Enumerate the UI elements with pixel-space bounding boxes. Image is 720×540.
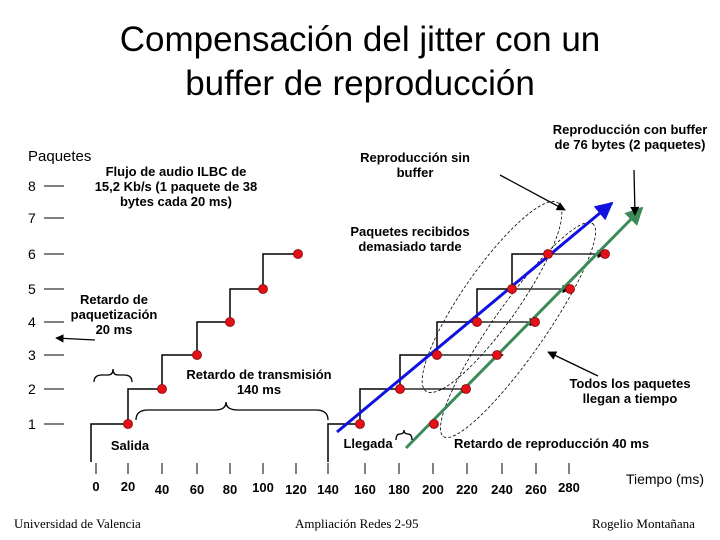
arrival-point bbox=[432, 350, 442, 360]
x-tick-label-240: 240 bbox=[491, 482, 513, 497]
x-tick-label-100: 100 bbox=[252, 480, 274, 495]
buffer-label-arrow bbox=[630, 169, 640, 216]
title-line-2: buffer de reproducción bbox=[185, 64, 535, 103]
no-buffer-playback-line bbox=[336, 201, 614, 434]
arrival-point bbox=[472, 317, 482, 327]
playback-point bbox=[600, 249, 610, 259]
packetization-delay-note: Retardo de paquetización 20 ms bbox=[70, 292, 158, 337]
footer-author: Rogelio Montañana bbox=[592, 516, 695, 531]
y-tick-label-8: 8 bbox=[28, 178, 36, 194]
on-time-arrow bbox=[547, 351, 599, 377]
playback-point bbox=[565, 284, 575, 294]
buffer-playback-note: Reproducción con buffer de 76 bytes (2 p… bbox=[552, 122, 708, 152]
y-tick-label-3: 3 bbox=[28, 347, 36, 363]
departure-point bbox=[192, 350, 202, 360]
packetization-bracket bbox=[93, 368, 133, 383]
x-tick-label-40: 40 bbox=[154, 482, 170, 497]
y-tick-label-5: 5 bbox=[28, 281, 36, 297]
x-tick-label-220: 220 bbox=[456, 482, 478, 497]
arrival-point bbox=[507, 284, 517, 294]
late-packets-note: Paquetes recibidos demasiado tarde bbox=[350, 224, 470, 254]
x-tick-label-20: 20 bbox=[120, 479, 136, 494]
x-axis-ticks bbox=[95, 463, 570, 474]
footer-course: Ampliación Redes 2-95 bbox=[295, 516, 419, 531]
arrival-point bbox=[543, 249, 553, 259]
x-tick-label-260: 260 bbox=[525, 482, 547, 497]
packetization-arrow bbox=[55, 334, 96, 343]
departure-point bbox=[225, 317, 235, 327]
y-axis-ticks bbox=[44, 185, 64, 425]
y-tick-label-7: 7 bbox=[28, 210, 36, 226]
x-tick-label-120: 120 bbox=[285, 482, 307, 497]
audio-flow-note: Flujo de audio ILBC de 15,2 Kb/s (1 paqu… bbox=[94, 164, 258, 209]
departure-point bbox=[258, 284, 268, 294]
y-tick-label-2: 2 bbox=[28, 381, 36, 397]
on-time-note: Todos los paquetes llegan a tiempo bbox=[569, 376, 691, 406]
arrival-label: Llegada bbox=[343, 436, 393, 451]
no-buffer-label-arrow bbox=[499, 174, 566, 211]
playback-arrows bbox=[400, 249, 606, 394]
x-tick-label-0: 0 bbox=[92, 479, 100, 494]
y-tick-label-1: 1 bbox=[28, 416, 36, 432]
playback-point bbox=[492, 350, 502, 360]
arrival-points bbox=[355, 249, 553, 429]
y-axis-label: Paquetes bbox=[28, 148, 92, 165]
no-buffer-playback-note: Reproducción sin buffer bbox=[360, 150, 470, 180]
arrival-point bbox=[395, 384, 405, 394]
playback-delay-bracket bbox=[395, 429, 413, 441]
departure-point bbox=[157, 384, 167, 394]
playback-point bbox=[429, 419, 439, 429]
departure-point bbox=[293, 249, 303, 259]
x-tick-label-80: 80 bbox=[222, 482, 238, 497]
transmission-bracket bbox=[135, 401, 329, 421]
footer-university: Universidad de Valencia bbox=[14, 516, 141, 531]
transmission-delay-note: Retardo de transmisión 140 ms bbox=[186, 367, 332, 397]
playback-point bbox=[530, 317, 540, 327]
departure-points bbox=[123, 249, 303, 429]
departure-label: Salida bbox=[110, 438, 150, 453]
x-tick-label-60: 60 bbox=[189, 482, 205, 497]
y-tick-label-6: 6 bbox=[28, 246, 36, 262]
x-axis-label: Tiempo (ms) bbox=[625, 471, 705, 487]
playback-point bbox=[461, 384, 471, 394]
x-tick-label-160: 160 bbox=[354, 482, 376, 497]
playback-points bbox=[429, 249, 610, 429]
x-tick-label-200: 200 bbox=[422, 482, 444, 497]
buffer-playback-line bbox=[404, 206, 644, 450]
departure-point bbox=[123, 419, 133, 429]
arrival-point bbox=[355, 419, 365, 429]
x-tick-label-140: 140 bbox=[317, 482, 339, 497]
playback-delay-note: Retardo de reproducción 40 ms bbox=[454, 436, 650, 451]
title-line-1: Compensación del jitter con un bbox=[119, 20, 601, 59]
slide-title: Compensación del jitter con un buffer de… bbox=[60, 18, 660, 106]
x-tick-label-180: 180 bbox=[388, 482, 410, 497]
x-tick-label-280: 280 bbox=[558, 480, 580, 495]
y-tick-label-4: 4 bbox=[28, 314, 36, 330]
